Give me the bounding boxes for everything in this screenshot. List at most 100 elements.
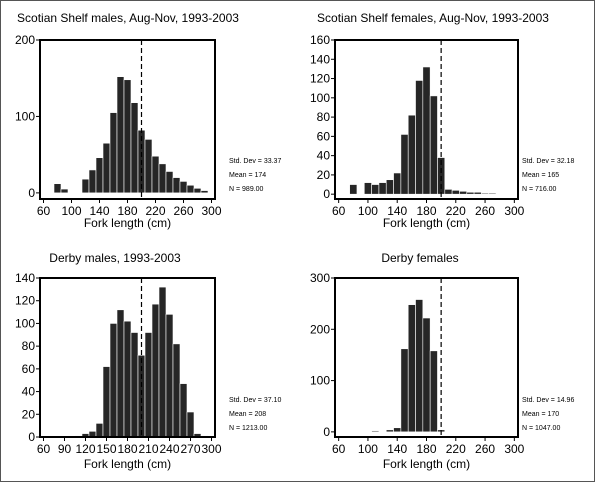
y-tick-label: 60 <box>22 362 36 376</box>
y-tick-label: 0 <box>28 430 35 444</box>
stat-text: Std. Dev = 37.10 <box>229 397 281 404</box>
histogram-bar <box>451 190 460 195</box>
y-tick-label: 0 <box>28 186 35 200</box>
x-tick-label: 140 <box>89 204 109 218</box>
histogram-panel-1: Scotian Shelf males, Aug-Nov, 1993-2003 0… <box>15 11 281 230</box>
histogram-bar <box>481 192 490 195</box>
y-tick-label: 200 <box>15 33 35 47</box>
x-tick-label: 220 <box>446 204 466 218</box>
stat-text: N = 1213.00 <box>229 425 267 432</box>
x-axis-label: Fork length (cm) <box>84 216 171 230</box>
y-tick-label: 140 <box>15 271 35 285</box>
y-tick-label: 0 <box>323 187 330 201</box>
histogram-bar <box>53 183 62 194</box>
x-tick-label: 300 <box>201 442 221 456</box>
histogram-bar <box>95 423 104 438</box>
x-tick-label: 60 <box>332 204 346 218</box>
x-tick-label: 300 <box>504 204 524 218</box>
y-tick-label: 160 <box>310 33 330 47</box>
histogram-bar <box>407 114 416 195</box>
y-tick-label: 140 <box>310 52 330 66</box>
panel-title: Scotian Shelf males, Aug-Nov, 1993-2003 <box>17 11 239 25</box>
histogram-bar <box>179 181 188 194</box>
x-tick-label: 180 <box>117 204 137 218</box>
y-tick-label: 80 <box>317 110 331 124</box>
histogram-bar <box>123 320 132 438</box>
histogram-bar <box>123 79 132 194</box>
histogram-bar <box>363 182 372 195</box>
x-tick-label: 300 <box>201 204 221 218</box>
histogram-bar <box>116 76 125 194</box>
x-axis-label: Fork length (cm) <box>383 457 470 471</box>
stat-text: Mean = 174 <box>229 172 266 179</box>
histogram-bar <box>466 191 475 195</box>
histogram-bar <box>60 188 69 194</box>
histogram-bar <box>179 383 188 438</box>
histogram-panel-2: Scotian Shelf females, Aug-Nov, 1993-200… <box>310 11 574 230</box>
histogram-bar <box>81 178 90 194</box>
histogram-bar <box>158 286 167 438</box>
histogram-bar <box>400 134 409 195</box>
y-tick-label: 100 <box>310 91 330 105</box>
histogram-bar <box>473 191 482 195</box>
x-tick-label: 300 <box>504 442 524 456</box>
x-tick-label: 270 <box>180 442 200 456</box>
x-tick-label: 100 <box>61 204 81 218</box>
histogram-bar <box>415 80 424 195</box>
x-tick-label: 240 <box>159 442 179 456</box>
histogram-bar <box>378 182 387 195</box>
x-tick-label: 260 <box>173 204 193 218</box>
x-tick-label: 140 <box>387 204 407 218</box>
x-tick-label: 260 <box>475 442 495 456</box>
stat-text: Std. Dev = 32.18 <box>522 158 574 165</box>
histogram-bar <box>444 189 453 195</box>
stat-text: Mean = 208 <box>229 411 266 418</box>
histogram-bar <box>407 304 416 433</box>
y-tick-label: 40 <box>22 385 36 399</box>
histogram-bar <box>144 139 153 194</box>
histogram-bar <box>102 142 111 194</box>
x-tick-label: 100 <box>358 442 378 456</box>
y-tick-label: 0 <box>323 425 330 439</box>
histogram-bar <box>422 66 431 195</box>
x-axis-label: Fork length (cm) <box>383 216 470 230</box>
x-tick-label: 210 <box>138 442 158 456</box>
histogram-bar <box>116 309 125 438</box>
y-tick-label: 100 <box>310 374 330 388</box>
y-tick-label: 40 <box>317 149 331 163</box>
y-tick-label: 20 <box>22 407 36 421</box>
y-tick-label: 300 <box>310 271 330 285</box>
histogram-bar <box>400 348 409 433</box>
x-tick-label: 60 <box>332 442 346 456</box>
y-tick-label: 20 <box>317 168 331 182</box>
y-tick-label: 120 <box>15 294 35 308</box>
x-tick-label: 120 <box>75 442 95 456</box>
histogram-bar <box>144 332 153 438</box>
histogram-bar <box>371 430 380 433</box>
x-tick-label: 220 <box>145 204 165 218</box>
histogram-bar <box>165 171 174 194</box>
histogram-bar <box>429 95 438 195</box>
y-tick-label: 60 <box>317 129 331 143</box>
x-tick-label: 60 <box>37 442 51 456</box>
y-tick-label: 100 <box>15 109 35 123</box>
histogram-bar <box>186 411 195 438</box>
stat-text: Mean = 165 <box>522 172 559 179</box>
y-tick-label: 120 <box>310 72 330 86</box>
histogram-bar <box>393 427 402 433</box>
histogram-bar <box>385 429 394 433</box>
stat-text: N = 716.00 <box>522 186 557 193</box>
x-tick-label: 180 <box>416 442 436 456</box>
histogram-bar <box>158 163 167 194</box>
histogram-bar <box>130 102 139 194</box>
histogram-bar <box>172 177 181 194</box>
histogram-bar <box>488 192 497 195</box>
histogram-bar <box>151 155 160 194</box>
x-tick-label: 150 <box>96 442 116 456</box>
histogram-bar <box>109 323 118 438</box>
x-axis-label: Fork length (cm) <box>84 457 171 471</box>
histogram-bar <box>102 366 111 438</box>
histogram-bar <box>165 314 174 438</box>
histogram-bar <box>200 190 209 194</box>
